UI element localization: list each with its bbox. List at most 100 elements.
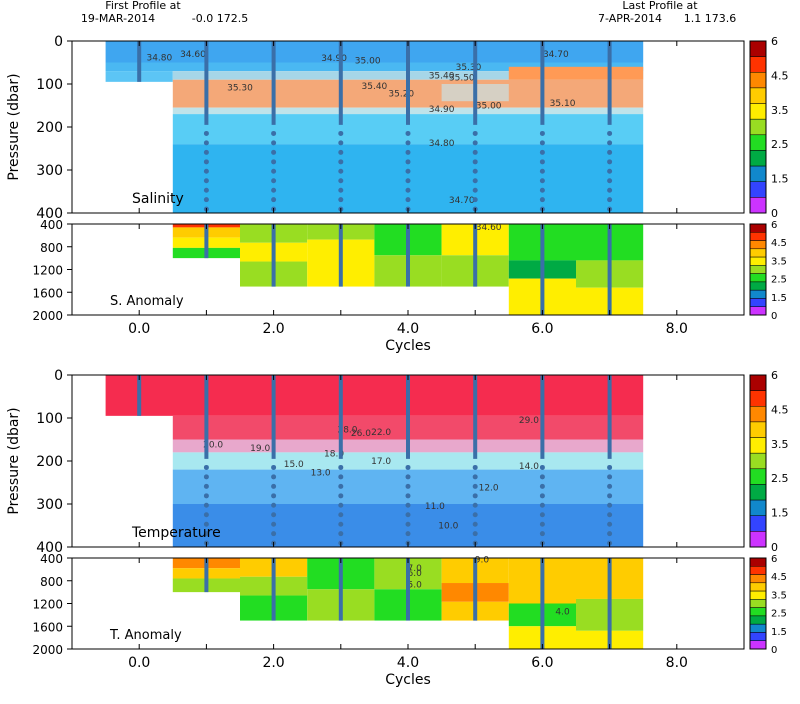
colorbar-frame-0: [749, 40, 767, 214]
colorbar-tick-2-3: 2.5: [771, 472, 789, 485]
colorbar-tick-3-2: 3.5: [771, 590, 787, 601]
colorbar-1-seg-9: [749, 298, 767, 307]
profile-dot-0-1-281: [203, 159, 209, 165]
contour-label-2-12: 11.0: [425, 502, 445, 512]
colorbar-2-seg-1: [749, 390, 767, 407]
colorbar-2-seg-8: [749, 499, 767, 516]
colorbar-3-seg-0: [749, 557, 767, 567]
profile-dot-2-2-215: [271, 464, 277, 470]
profile-dot-2-1-215: [203, 464, 209, 470]
colorbar-tick-2-0: 6: [771, 369, 778, 382]
colorbar-2-seg-3: [749, 421, 767, 438]
contour-label-2-0: 29.0: [519, 416, 539, 426]
ytick-label-3-3: 1600: [32, 620, 63, 634]
contour-label-0-15: 34.70: [449, 196, 475, 206]
ytick-label-1-2: 1200: [32, 264, 63, 278]
contour-label-3-0: 7.0: [408, 564, 423, 574]
profile-dot-0-3-325: [338, 178, 344, 184]
colorbar-1-seg-3: [749, 248, 767, 258]
profile-dot-2-1-347: [203, 521, 209, 527]
profile-dot-2-2-281: [271, 493, 277, 499]
colorbar-0-seg-3: [749, 87, 767, 104]
profile-dot-2-5-325: [472, 512, 478, 518]
profile-dot-0-2-369: [271, 197, 277, 203]
contour-label-3-4: 9.0: [475, 556, 490, 566]
contour-label-0-2: 34.90: [321, 54, 347, 64]
profile-dot-0-7-303: [607, 168, 613, 174]
xtick-label-1-3: 6.0: [531, 655, 553, 671]
profile-dot-0-5-325: [472, 178, 478, 184]
colorbar-tick-3-0: 6: [771, 554, 777, 565]
colorbar-frame-1: [749, 223, 767, 316]
colorbar-tick-1-5: 0: [771, 311, 777, 322]
profile-dot-2-4-369: [405, 531, 411, 537]
contour-label-0-14: 34.80: [429, 139, 455, 149]
profile-dot-2-5-281: [472, 493, 478, 499]
colorbar-tick-0-2: 3.5: [771, 104, 789, 117]
profile-dot-0-4-215: [405, 130, 411, 136]
profile-dot-2-7-215: [607, 464, 613, 470]
last-profile-coords: 1.1 173.6: [684, 12, 736, 25]
profile-dot-2-5-215: [472, 464, 478, 470]
ytick-label-1-0: 400: [40, 218, 63, 232]
ytick-label-2-4: 400: [36, 540, 63, 556]
profile-dot-2-7-281: [607, 493, 613, 499]
contour-label-2-3: 22.0: [371, 428, 391, 438]
profile-dot-0-6-237: [539, 140, 545, 146]
profile-dot-0-1-259: [203, 149, 209, 155]
colorbar-0-seg-0: [749, 40, 767, 57]
ytick-label-2-1: 100: [36, 411, 63, 427]
colorbar-2-seg-6: [749, 468, 767, 485]
profile-dot-0-2-259: [271, 149, 277, 155]
first-profile-date: 19-MAR-2014: [81, 12, 155, 25]
profile-dot-2-1-259: [203, 483, 209, 489]
profile-dot-0-7-325: [607, 178, 613, 184]
profile-dot-2-5-347: [472, 521, 478, 527]
profile-dot-2-3-303: [338, 502, 344, 508]
contour-label-2-11: 12.0: [479, 484, 499, 494]
profile-dot-0-3-237: [338, 140, 344, 146]
ytick-label-3-0: 400: [40, 552, 63, 566]
colorbar-tick-1-2: 3.5: [771, 256, 787, 267]
contour-label-2-8: 15.0: [284, 460, 304, 470]
colorbar-2-seg-10: [749, 531, 767, 548]
profile-dot-0-2-281: [271, 159, 277, 165]
profile-dot-0-7-259: [607, 149, 613, 155]
profile-dot-0-3-215: [338, 130, 344, 136]
colorbar-3-seg-10: [749, 640, 767, 650]
panel-name-0: Salinity: [132, 191, 184, 207]
profile-dot-2-7-237: [607, 474, 613, 480]
profile-dot-0-6-281: [539, 159, 545, 165]
colorbar-3-seg-5: [749, 599, 767, 608]
profile-dot-0-1-303: [203, 168, 209, 174]
colorbar-3-seg-7: [749, 615, 767, 625]
profile-dot-2-4-215: [405, 464, 411, 470]
profile-dot-0-4-281: [405, 159, 411, 165]
first-profile-label: First Profile at: [105, 0, 181, 12]
ytick-label-0-0: 0: [54, 34, 63, 50]
contour-label-0-8: 35.30: [227, 83, 253, 93]
profile-dot-2-3-281: [338, 493, 344, 499]
contour-label-2-13: 10.0: [438, 522, 458, 532]
profile-dot-2-7-347: [607, 521, 613, 527]
profile-dot-2-6-259: [539, 483, 545, 489]
colorbar-0-seg-9: [749, 181, 767, 198]
profile-dot-0-5-259: [472, 149, 478, 155]
profile-dot-0-2-325: [271, 178, 277, 184]
contour-label-0-0: 34.60: [180, 50, 206, 60]
colorbar-1-seg-7: [749, 281, 767, 291]
profile-dot-2-1-303: [203, 502, 209, 508]
ytick-label-1-4: 2000: [32, 309, 63, 323]
profile-dot-2-2-347: [271, 521, 277, 527]
panel-name-3: T. Anomaly: [109, 628, 182, 643]
colorbar-tick-0-4: 1.5: [771, 173, 789, 186]
contour-label-0-4: 34.70: [543, 50, 569, 60]
contour-label-2-9: 14.0: [519, 462, 539, 472]
profile-dot-2-7-325: [607, 512, 613, 518]
colorbar-tick-1-3: 2.5: [771, 275, 787, 286]
sal-fill-east: [508, 66, 644, 80]
colorbar-tick-1-1: 4.5: [771, 238, 787, 249]
profile-dot-0-2-303: [271, 168, 277, 174]
sal-fill-top: [105, 41, 644, 63]
